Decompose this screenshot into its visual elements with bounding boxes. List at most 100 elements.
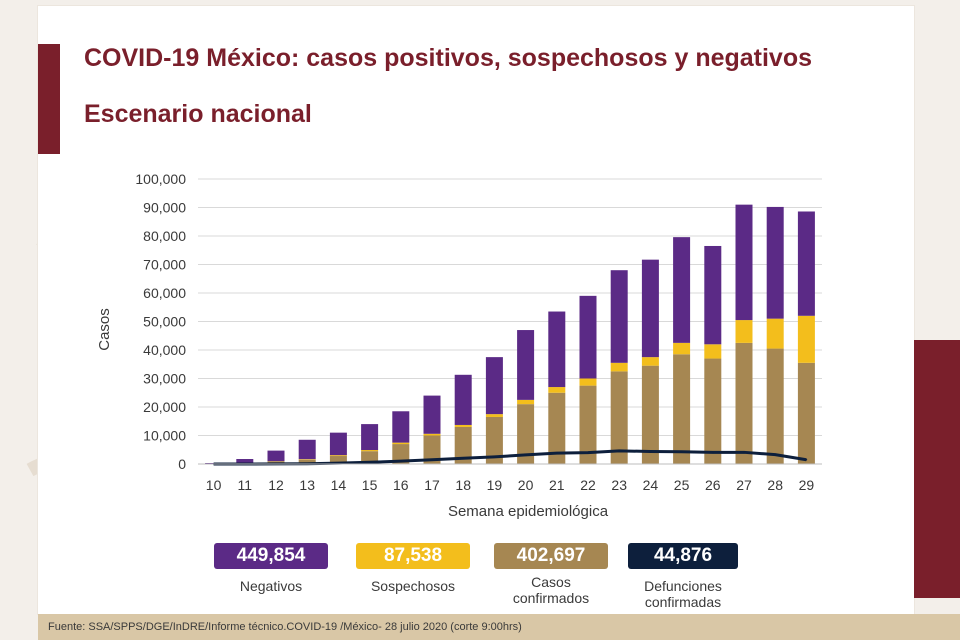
bar-negativos [735,204,753,321]
x-tick-label: 18 [455,477,471,493]
y-tick-label: 10,000 [143,428,186,444]
x-tick-label: 27 [736,477,752,493]
bar-sospechosos [517,399,535,405]
bar-casos-confirmados [673,354,691,464]
x-tick-label: 22 [580,477,596,493]
bar-sospechosos [641,357,659,366]
y-tick-label: 30,000 [143,371,186,387]
bar-negativos [361,424,379,451]
x-axis-label: Semana epidemiológica [448,503,609,520]
bar-negativos [267,450,285,462]
bar-negativos [797,211,815,316]
bar-negativos [392,411,410,443]
x-tick-label: 23 [611,477,627,493]
bar-negativos [704,245,722,345]
bar-sospechosos [797,315,815,363]
point-defunciones [743,451,745,454]
bar-negativos [517,330,535,400]
bar-sospechosos [298,459,316,460]
footer-source: Fuente: SSA/SPPS/DGE/InDRE/Informe técni… [48,621,522,633]
x-tick-label: 10 [206,477,222,493]
bar-casos-confirmados [485,416,503,464]
accent-bar-left [38,44,60,154]
bar-casos-confirmados [735,342,753,464]
point-defunciones [524,454,527,456]
point-defunciones [368,461,371,464]
y-axis-label: Casos [96,308,113,351]
bar-casos-confirmados [766,348,784,464]
bar-negativos [673,237,691,343]
point-defunciones [649,450,652,453]
x-tick-label: 15 [362,477,378,493]
legend-label-sospechosos: Sospechosos [370,578,456,594]
point-defunciones [493,456,496,458]
bar-sospechosos [423,433,441,436]
bar-sospechosos [361,450,379,452]
x-tick-label: 16 [393,477,409,493]
y-tick-label: 60,000 [143,285,186,301]
x-tick-label: 12 [268,477,284,493]
bar-sospechosos [579,378,597,386]
bar-negativos [485,357,503,415]
bar-negativos [423,395,441,434]
point-defunciones [618,450,620,452]
bar-casos-confirmados [548,392,566,464]
y-tick-label: 90,000 [143,200,186,216]
accent-bar-right [914,340,960,598]
bar-negativos [579,295,597,379]
x-tick-label: 11 [238,477,253,493]
bar-sospechosos [673,342,691,355]
bar-sospechosos [610,362,628,372]
point-defunciones [462,457,465,460]
bar-casos-confirmados [454,426,472,464]
bar-casos-confirmados [641,365,659,464]
bar-negativos [766,206,784,319]
bar-negativos [236,459,254,464]
point-defunciones [431,458,433,461]
y-tick-label: 50,000 [143,314,186,330]
bar-casos-confirmados [579,385,597,464]
bar-casos-confirmados [392,444,410,464]
bar-sospechosos [548,387,566,393]
bar-sospechosos [735,320,753,343]
x-tick-label: 29 [799,477,815,493]
point-defunciones [712,451,714,454]
footer-bar [38,614,960,640]
bar-sospechosos [485,414,503,417]
point-defunciones [805,458,808,461]
bar-casos-confirmados [797,362,815,464]
bar-casos-confirmados [298,459,316,464]
bar-negativos [298,439,316,460]
x-tick-label: 25 [674,477,690,493]
bar-casos-confirmados [610,371,628,464]
point-defunciones [680,450,683,453]
y-tick-label: 0 [178,456,186,472]
y-tick-label: 40,000 [143,342,186,358]
legend-badge-negativos: 449,854 [214,543,328,569]
bar-sospechosos [392,442,410,445]
y-tick-label: 80,000 [143,228,186,244]
legend-badge-sospechosos: 87,538 [356,543,470,569]
bar-negativos [329,432,347,456]
y-tick-label: 20,000 [143,399,186,415]
y-tick-label: 70,000 [143,257,186,273]
x-tick-label: 24 [643,477,659,493]
legend-label-confirmados: Casos confirmados [512,574,590,606]
bar-casos-confirmados [517,404,535,464]
point-defunciones [774,453,776,456]
bar-casos-confirmados [704,358,722,464]
bar-negativos [548,311,566,388]
x-tick-label: 14 [331,477,347,493]
legend-label-negativos: Negativos [239,578,303,594]
x-tick-label: 28 [767,477,783,493]
x-tick-label: 20 [518,477,534,493]
x-tick-label: 19 [487,477,503,493]
x-tick-label: 21 [549,477,565,493]
x-tick-label: 13 [299,477,315,493]
bar-casos-confirmados [423,435,441,464]
legend-label-defunciones: Defunciones confirmadas [644,578,722,610]
legend-badge-confirmados: 402,697 [494,543,608,569]
x-tick-label: 26 [705,477,721,493]
bar-sospechosos [704,344,722,359]
point-defunciones [587,451,589,454]
